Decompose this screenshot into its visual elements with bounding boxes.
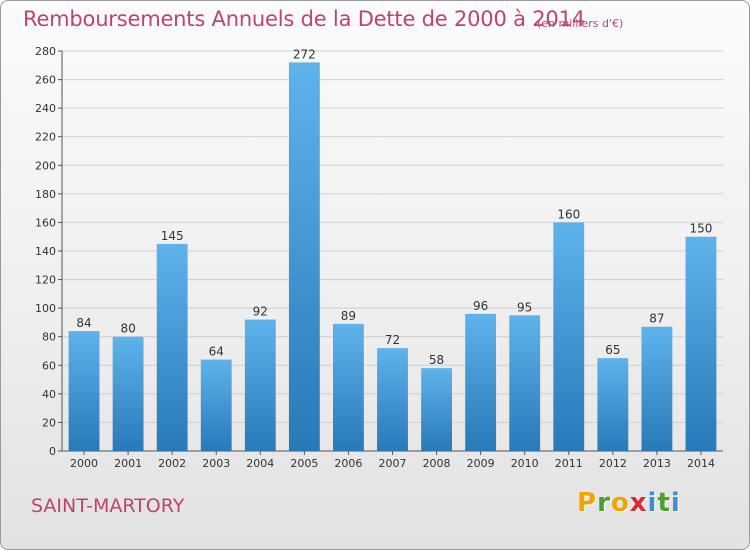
bar-2001 (112, 336, 144, 451)
logo-letter: o (610, 488, 630, 518)
x-tick-label: 2012 (599, 457, 627, 470)
bar-2009 (465, 313, 497, 451)
logo-letter: i (670, 488, 681, 518)
data-label: 65 (605, 343, 620, 357)
data-label: 160 (557, 207, 580, 221)
logo-letter: x (629, 488, 648, 518)
bar-2003 (200, 359, 232, 451)
x-tick-label: 2010 (511, 457, 539, 470)
y-tick-label: 140 (35, 245, 56, 258)
y-tick-label: 160 (35, 216, 56, 229)
logo-letter: P (577, 488, 598, 518)
data-label: 87 (649, 312, 664, 326)
bar-2000 (68, 331, 100, 451)
proxiti-logo[interactable]: Proxiti (577, 488, 681, 518)
data-label: 64 (209, 345, 224, 359)
logo-letter: r (597, 488, 611, 518)
y-tick-label: 200 (35, 159, 56, 172)
y-tick-label: 280 (35, 45, 56, 58)
logo-letter: i (647, 488, 658, 518)
bar-2011 (553, 222, 585, 451)
y-tick-label: 60 (42, 359, 56, 372)
data-label: 96 (473, 299, 488, 313)
data-label: 72 (385, 333, 400, 347)
bar-2008 (421, 368, 452, 451)
bar-2004 (244, 319, 276, 451)
x-tick-label: 2011 (555, 457, 583, 470)
labels: 2000 84 2001 80 2002 145 2003 64 2004 92 2005 272 20… (70, 47, 715, 470)
logo-letter: t (657, 488, 671, 518)
y-tick-label: 0 (49, 445, 56, 458)
data-label: 58 (429, 353, 444, 367)
bar-2006 (333, 323, 364, 451)
y-tick-label: 20 (42, 416, 56, 429)
bars (68, 62, 717, 452)
data-label: 84 (76, 316, 91, 330)
y-tick-label: 120 (35, 274, 56, 287)
data-label: 89 (341, 309, 356, 323)
y-tick-label: 240 (35, 102, 56, 115)
x-tick-label: 2014 (687, 457, 715, 470)
bar-2014 (685, 236, 717, 451)
data-label: 150 (690, 222, 713, 236)
y-tick-label: 220 (35, 131, 56, 144)
data-label: 92 (253, 305, 268, 319)
chart-title: Remboursements Annuels de la Dette de 20… (23, 7, 585, 31)
x-tick-label: 2007 (379, 457, 407, 470)
bar-2007 (377, 348, 408, 451)
data-label: 272 (293, 47, 316, 61)
x-tick-label: 2009 (467, 457, 495, 470)
x-tick-label: 2004 (246, 457, 274, 470)
x-tick-label: 2013 (643, 457, 671, 470)
data-label: 145 (161, 229, 184, 243)
y-tick-label: 180 (35, 188, 56, 201)
y-tick-label: 40 (42, 388, 56, 401)
bar-2012 (597, 358, 629, 451)
y-tick-label: 100 (35, 302, 56, 315)
y-tick-label: 260 (35, 74, 56, 87)
bar-2010 (509, 315, 541, 451)
bar-2013 (641, 326, 673, 451)
x-tick-label: 2005 (290, 457, 318, 470)
x-tick-label: 2000 (70, 457, 98, 470)
x-tick-label: 2003 (202, 457, 230, 470)
bar-2005 (288, 62, 320, 452)
bar-2002 (156, 243, 188, 451)
data-label: 80 (120, 322, 135, 336)
chart-subtitle: (en milliers d'€) (537, 17, 624, 30)
town-name: SAINT-MARTORY (31, 495, 185, 517)
y-tick-label: 80 (42, 331, 56, 344)
x-tick-label: 2008 (423, 457, 451, 470)
data-label: 95 (517, 300, 532, 314)
x-tick-label: 2001 (114, 457, 142, 470)
x-tick-label: 2006 (334, 457, 362, 470)
x-tick-label: 2002 (158, 457, 186, 470)
